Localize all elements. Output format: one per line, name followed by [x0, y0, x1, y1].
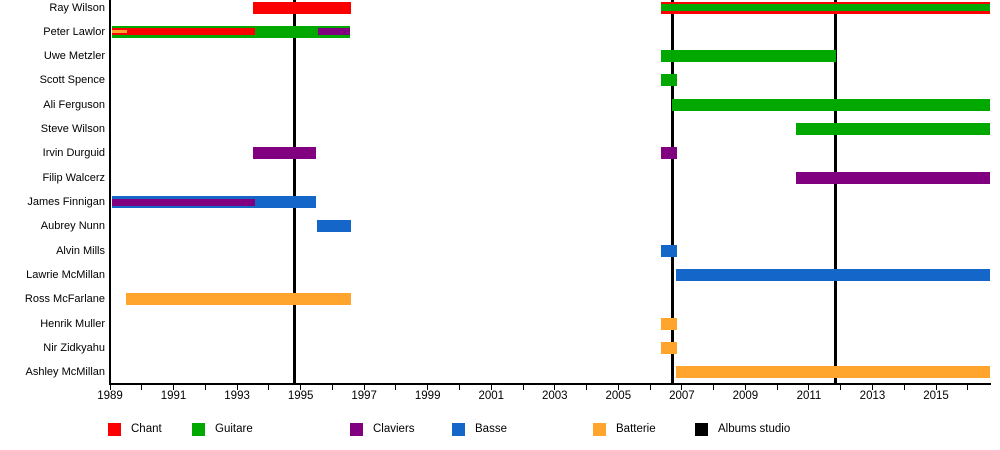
- year-label: 2007: [669, 390, 695, 402]
- album-studio-line: [834, 0, 838, 383]
- timeline-bar-claviers: [252, 147, 317, 160]
- member-label: Peter Lawlor: [43, 25, 105, 38]
- member-label: Uwe Metzler: [43, 50, 105, 63]
- member-label: Alvin Mills: [56, 244, 105, 257]
- timeline-bar-guitare: [672, 98, 991, 111]
- year-tick: [300, 385, 302, 390]
- timeline-bar-batterie: [675, 366, 991, 379]
- member-label: Lawrie McMillan: [26, 269, 105, 282]
- album-studio-line: [292, 0, 296, 383]
- legend-label-claviers: Claviers: [373, 423, 415, 435]
- legend-label-basse: Basse: [475, 423, 507, 435]
- year-tick: [236, 385, 238, 390]
- member-label: Irvin Durguid: [42, 147, 105, 160]
- member-label: Ray Wilson: [49, 1, 105, 14]
- member-label: Scott Spence: [39, 74, 105, 87]
- legend-swatch-albums: [695, 423, 708, 436]
- member-label: Nir Zidkyahu: [43, 342, 105, 355]
- member-label: Ross McFarlane: [24, 293, 105, 306]
- year-tick: [840, 385, 842, 390]
- year-tick: [903, 385, 905, 390]
- year-tick: [522, 385, 524, 390]
- year-tick: [744, 385, 746, 390]
- year-tick: [331, 385, 333, 390]
- year-tick: [268, 385, 270, 390]
- legend-swatch-basse: [452, 423, 465, 436]
- year-tick: [204, 385, 206, 390]
- year-tick: [617, 385, 619, 390]
- year-tick: [427, 385, 429, 390]
- x-axis-line: [109, 383, 992, 385]
- year-label: 2013: [859, 390, 886, 402]
- timeline-bar-batterie: [661, 342, 678, 355]
- year-label: 1993: [224, 390, 250, 402]
- timeline-bar-batterie: [661, 317, 678, 330]
- year-tick: [554, 385, 556, 390]
- year-tick: [395, 385, 397, 390]
- year-tick: [173, 385, 175, 390]
- year-label: 1999: [414, 390, 441, 402]
- legend-swatch-chant: [108, 423, 121, 436]
- legend-label-batterie: Batterie: [616, 423, 656, 435]
- year-tick: [649, 385, 651, 390]
- timeline-bar-claviers: [796, 171, 991, 184]
- year-label: 2005: [605, 390, 632, 402]
- year-tick: [458, 385, 460, 390]
- timeline-bar-chant: [111, 28, 255, 36]
- timeline-bar-basse: [675, 269, 991, 282]
- legend-swatch-claviers: [350, 423, 363, 436]
- year-label: 2009: [732, 390, 759, 402]
- timeline-bar-claviers: [111, 198, 255, 206]
- timeline-bar-guitare: [661, 4, 991, 11]
- member-label: Ashley McMillan: [25, 366, 105, 379]
- timeline-bar-basse: [661, 244, 678, 257]
- year-tick: [871, 385, 873, 390]
- legend-label-albums: Albums studio: [718, 423, 791, 435]
- timeline-bar-chant: [252, 1, 352, 14]
- year-tick: [713, 385, 715, 390]
- timeline-bar-basse: [316, 220, 352, 233]
- member-label: Ali Ferguson: [43, 98, 105, 111]
- legend-label-chant: Chant: [131, 423, 162, 435]
- year-tick: [808, 385, 810, 390]
- year-tick: [967, 385, 969, 390]
- year-tick: [490, 385, 492, 390]
- year-label: 2011: [796, 390, 822, 402]
- member-label: Aubrey Nunn: [40, 220, 105, 233]
- member-label: Henrik Muller: [40, 317, 105, 330]
- y-axis-line: [109, 0, 111, 385]
- legend-swatch-batterie: [593, 423, 606, 436]
- year-label: 2001: [478, 390, 505, 402]
- year-tick: [363, 385, 365, 390]
- timeline-bar-guitare: [796, 123, 991, 136]
- year-tick: [935, 385, 937, 390]
- year-label: 2003: [541, 390, 568, 402]
- member-label: Steve Wilson: [40, 123, 105, 136]
- legend-swatch-guitare: [192, 423, 205, 436]
- member-label: James Finnigan: [27, 196, 105, 209]
- year-tick: [109, 385, 111, 390]
- year-label: 1991: [160, 390, 187, 402]
- year-tick: [681, 385, 683, 390]
- timeline-bar-batterie: [111, 30, 128, 34]
- legend-label-guitare: Guitare: [215, 423, 253, 435]
- timeline-bar-batterie: [125, 293, 352, 306]
- year-label: 2015: [923, 390, 949, 402]
- year-label: 1997: [351, 390, 377, 402]
- timeline-bar-guitare: [661, 74, 678, 87]
- album-studio-line: [670, 0, 674, 383]
- year-tick: [586, 385, 588, 390]
- year-label: 1995: [287, 390, 314, 402]
- timeline-bar-claviers: [318, 28, 350, 36]
- year-tick: [141, 385, 143, 390]
- year-tick: [776, 385, 778, 390]
- timeline-bar-guitare: [661, 50, 836, 63]
- year-label: 1989: [97, 390, 123, 402]
- member-label: Filip Walcerz: [42, 171, 105, 184]
- timeline-bar-claviers: [661, 147, 678, 160]
